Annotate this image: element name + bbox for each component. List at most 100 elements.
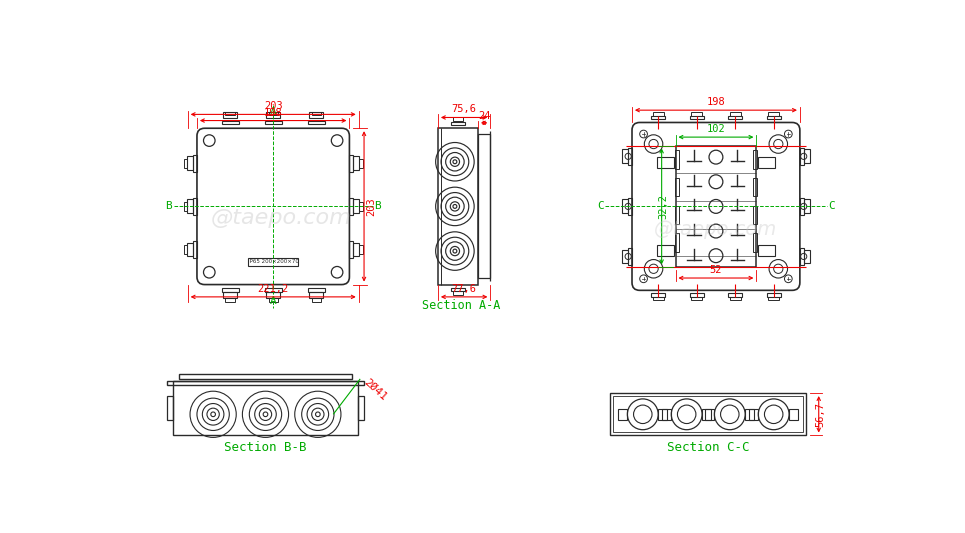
Text: 221,2: 221,2 xyxy=(258,284,289,294)
Bar xyxy=(174,381,357,435)
Bar xyxy=(745,409,755,419)
Text: C: C xyxy=(828,201,835,212)
Bar xyxy=(628,198,632,215)
Bar xyxy=(662,409,672,419)
Text: 203: 203 xyxy=(263,101,283,111)
Text: 102: 102 xyxy=(706,124,726,134)
Bar xyxy=(308,120,325,124)
Text: B: B xyxy=(374,201,381,212)
Bar xyxy=(652,112,664,116)
Bar xyxy=(675,178,679,196)
Bar xyxy=(619,409,627,419)
Bar xyxy=(349,155,353,172)
Bar xyxy=(675,150,679,168)
Text: Section C-C: Section C-C xyxy=(667,441,750,454)
Bar xyxy=(222,120,238,124)
Bar xyxy=(451,122,465,125)
Bar xyxy=(658,409,668,419)
Text: 52: 52 xyxy=(709,265,722,275)
Bar xyxy=(613,396,803,432)
Bar xyxy=(184,245,187,254)
Bar xyxy=(438,128,478,285)
Bar xyxy=(652,296,664,301)
Bar xyxy=(675,233,679,252)
Bar xyxy=(690,294,703,296)
Bar xyxy=(753,178,758,196)
Bar xyxy=(264,120,282,124)
Bar xyxy=(359,202,363,211)
Bar xyxy=(628,148,632,165)
Bar xyxy=(193,241,197,258)
Text: 198: 198 xyxy=(706,97,726,107)
Bar xyxy=(804,249,810,263)
Bar xyxy=(187,156,193,170)
Bar xyxy=(753,150,758,168)
Bar xyxy=(703,409,711,419)
Text: A: A xyxy=(270,296,277,306)
Bar xyxy=(730,112,740,116)
Bar xyxy=(223,292,237,298)
Text: 198: 198 xyxy=(263,108,283,118)
Bar xyxy=(657,245,674,256)
Bar xyxy=(187,199,193,213)
Text: C: C xyxy=(596,201,603,212)
Bar xyxy=(800,198,804,215)
Bar xyxy=(184,159,187,168)
Bar xyxy=(266,292,280,298)
Bar xyxy=(804,149,810,163)
Bar xyxy=(789,409,798,419)
Bar xyxy=(753,233,758,252)
Bar xyxy=(758,157,775,168)
Bar xyxy=(353,199,359,213)
Bar xyxy=(622,149,628,163)
Text: 56,7: 56,7 xyxy=(815,402,826,427)
Bar xyxy=(478,134,490,278)
Bar xyxy=(193,198,197,215)
Bar xyxy=(179,374,352,379)
Bar xyxy=(767,294,781,296)
Bar xyxy=(800,148,804,165)
Bar xyxy=(310,112,323,118)
Bar xyxy=(651,294,665,296)
Bar xyxy=(768,296,779,301)
Bar xyxy=(310,292,323,298)
Bar xyxy=(800,248,804,265)
Bar xyxy=(622,199,628,213)
Bar xyxy=(691,112,703,116)
Bar xyxy=(223,112,237,118)
Bar xyxy=(758,245,775,256)
Bar xyxy=(268,112,278,115)
Bar xyxy=(628,248,632,265)
Bar xyxy=(264,288,282,292)
Text: @taepo.com: @taepo.com xyxy=(654,220,778,239)
Text: 75,6: 75,6 xyxy=(452,104,477,115)
Bar xyxy=(248,257,298,266)
Bar xyxy=(690,116,703,119)
Text: 77,6: 77,6 xyxy=(452,284,477,294)
Bar xyxy=(768,112,779,116)
Bar xyxy=(705,409,714,419)
Bar xyxy=(349,241,353,258)
Text: B: B xyxy=(166,201,173,212)
Bar xyxy=(651,116,665,119)
Bar xyxy=(357,396,364,421)
Text: Section A-A: Section A-A xyxy=(422,298,500,311)
Bar xyxy=(226,112,234,115)
Bar xyxy=(729,294,742,296)
Bar xyxy=(451,288,465,290)
Bar xyxy=(353,243,359,256)
FancyBboxPatch shape xyxy=(197,128,349,285)
Text: 203: 203 xyxy=(367,197,376,216)
Bar xyxy=(268,298,278,302)
Bar xyxy=(312,112,321,115)
Bar xyxy=(622,249,628,263)
Bar xyxy=(675,206,679,224)
Text: IP65 200×200×70: IP65 200×200×70 xyxy=(248,260,298,264)
Bar xyxy=(312,298,321,302)
Bar xyxy=(359,245,363,254)
Bar xyxy=(187,243,193,256)
Text: 24: 24 xyxy=(478,110,490,120)
Bar xyxy=(266,112,280,118)
Text: @taepo.com: @taepo.com xyxy=(210,208,351,228)
Text: 2Ø41: 2Ø41 xyxy=(362,377,389,403)
